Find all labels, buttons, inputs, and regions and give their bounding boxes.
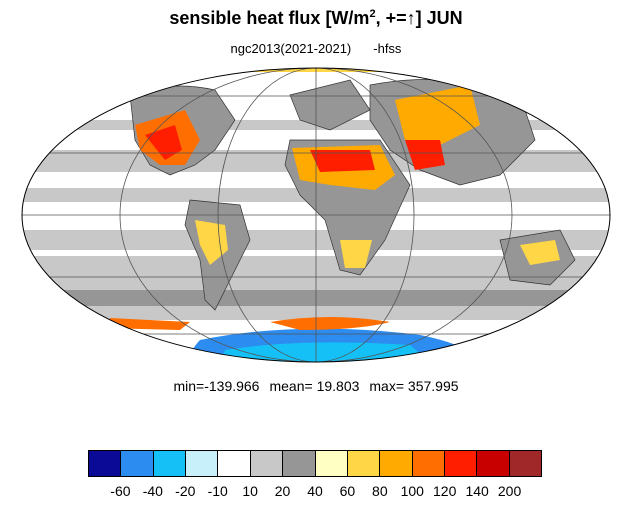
colorbar-label: -60 — [110, 483, 131, 499]
plot-subtitle: ngc2013(2021-2021) -hfss — [0, 41, 632, 56]
middle-east-hot — [405, 140, 445, 170]
colorbar-label: 120 — [433, 483, 457, 499]
colorbar-box — [509, 451, 542, 476]
field-statistics: min=-139.966 mean= 19.803 max= 357.995 — [0, 378, 632, 394]
sahara-hot — [310, 150, 375, 172]
title-text: sensible heat flux [W/m — [169, 8, 370, 28]
colorbar-label: -10 — [207, 483, 228, 499]
stat-mean: mean= 19.803 — [269, 378, 360, 394]
run-label: ngc2013(2021-2021) — [230, 41, 352, 56]
graticule — [22, 68, 610, 362]
colorbar-box — [218, 451, 251, 476]
central-asia-warm — [395, 85, 480, 145]
colorbar-box — [412, 451, 445, 476]
colorbar-label: 60 — [339, 483, 356, 499]
australia-warm — [520, 240, 560, 265]
colorbar-label: 20 — [274, 483, 291, 499]
colorbar-label: 80 — [372, 483, 388, 499]
colorbar-label: -40 — [142, 483, 163, 499]
colorbar-box — [283, 451, 316, 476]
colorbar-box — [250, 451, 284, 476]
colorbar — [88, 450, 542, 477]
colorbar-label: 40 — [307, 483, 323, 499]
colorbar-box — [121, 451, 154, 476]
colorbar-box — [444, 451, 478, 476]
north-america-hotter — [145, 125, 182, 160]
up-arrow-icon: ↑ — [406, 8, 416, 28]
title-sign: , += — [375, 8, 407, 28]
colorbar-box — [153, 451, 187, 476]
map-outline — [21, 67, 611, 363]
colorbar-box — [477, 451, 510, 476]
colorbar-label: 200 — [497, 483, 522, 499]
title-month: ] JUN — [415, 8, 463, 28]
colorbar-box — [186, 451, 219, 476]
colorbar-box — [347, 451, 381, 476]
plot-title: sensible heat flux [W/m2, +=↑] JUN — [0, 8, 632, 29]
colorbar-labels: -60 -40 -20 -10 10 20 40 60 80 100 120 140 200 — [0, 483, 632, 501]
europe — [289, 79, 371, 131]
south-america-warm — [195, 220, 228, 265]
variable-label: -hfss — [373, 41, 402, 56]
antarctic-ice-edge — [270, 317, 390, 330]
antarctica-inner — [220, 342, 430, 362]
colorbar-label: 10 — [242, 483, 258, 499]
southern-africa-warm — [340, 240, 372, 268]
title-superscript: 2 — [369, 8, 376, 20]
colorbar-box — [89, 451, 122, 476]
colorbar-box — [315, 451, 348, 476]
colorbar-box — [380, 451, 413, 476]
colorbar-label: 100 — [400, 483, 424, 499]
stat-min: min=-139.966 — [173, 378, 260, 394]
colorbar-label: 140 — [465, 483, 489, 499]
colorbar-label: -20 — [175, 483, 196, 499]
stat-max: max= 357.995 — [369, 378, 459, 394]
